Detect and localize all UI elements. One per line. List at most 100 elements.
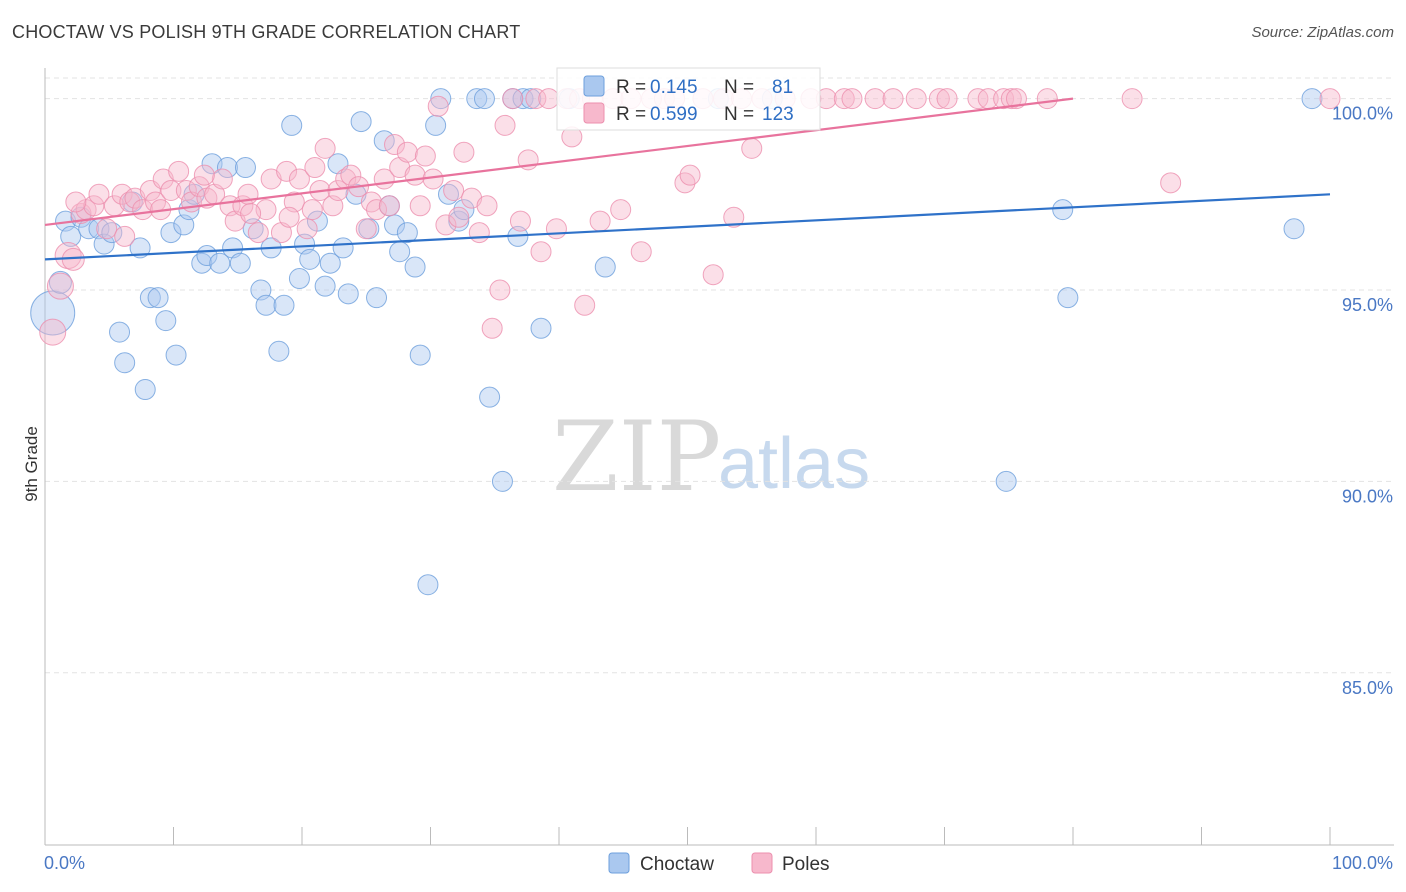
point-poles-91 [702, 264, 724, 286]
stats-box: R = 0.145 N = 81 R = 0.599 N = 123 [556, 67, 821, 131]
point-poles-49 [378, 195, 400, 217]
axes [44, 68, 1394, 846]
point-poles-67 [494, 114, 516, 136]
point-poles-1 [46, 272, 74, 300]
point-choctaw-27 [222, 237, 244, 259]
legend-swatch-poles [751, 852, 773, 874]
point-poles-35 [288, 168, 310, 190]
point-choctaw-25 [209, 252, 231, 274]
point-poles-78 [574, 294, 596, 316]
point-choctaw-15 [147, 287, 169, 309]
point-choctaw-71 [530, 317, 552, 339]
point-poles-110 [1000, 88, 1022, 110]
point-poles-0 [39, 318, 67, 346]
point-poles-24 [211, 168, 233, 190]
point-choctaw-32 [255, 294, 277, 316]
point-poles-122 [304, 157, 326, 179]
point-poles-119 [193, 164, 215, 186]
watermark-zip: ZIP [552, 401, 721, 513]
point-poles-65 [481, 317, 503, 339]
point-choctaw-10 [114, 352, 136, 374]
trend-line-poles [44, 97, 1074, 227]
point-choctaw-77 [1052, 199, 1074, 221]
point-poles-29 [247, 222, 269, 244]
point-poles-84 [630, 241, 652, 263]
point-poles-68 [502, 88, 524, 110]
point-poles-73 [538, 88, 560, 110]
point-choctaw-53 [389, 241, 411, 263]
trend-lines [44, 97, 1331, 261]
point-choctaw-37 [288, 268, 310, 290]
point-poles-117 [114, 225, 136, 247]
point-poles-102 [864, 88, 886, 110]
point-choctaw-70 [520, 88, 542, 110]
point-poles-120 [240, 202, 262, 224]
point-choctaw-49 [366, 287, 388, 309]
point-choctaw-45 [337, 283, 359, 305]
point-choctaw-76 [995, 470, 1017, 492]
point-poles-39 [314, 137, 336, 159]
point-poles-12 [124, 187, 146, 209]
point-poles-45 [355, 218, 377, 240]
point-poles-2 [54, 242, 82, 270]
y-axis-title: 9th Grade [22, 426, 41, 502]
point-poles-37 [301, 199, 323, 221]
stats-r-label-choctaw: R = [616, 77, 646, 98]
point-choctaw-9 [109, 321, 131, 343]
point-choctaw-66 [491, 470, 513, 492]
point-choctaw-47 [350, 111, 372, 133]
point-poles-71 [525, 88, 547, 110]
point-choctaw-0 [30, 290, 76, 336]
watermark-atlas: atlas [718, 424, 870, 504]
point-poles-32 [270, 222, 292, 244]
point-poles-116 [65, 191, 87, 213]
source-label: Source: ZipAtlas.com [1251, 24, 1394, 41]
point-poles-82 [610, 199, 632, 221]
point-poles-59 [443, 179, 465, 201]
point-poles-51 [389, 157, 411, 179]
x-tick-labels: 0.0% 100.0% [44, 853, 1393, 873]
stats-swatch-poles [583, 102, 605, 124]
point-choctaw-65 [479, 386, 501, 408]
point-poles-19 [175, 179, 197, 201]
point-choctaw-78 [1057, 287, 1079, 309]
point-choctaw-28 [229, 252, 251, 274]
point-poles-43 [340, 164, 362, 186]
point-choctaw-26 [216, 157, 238, 179]
stats-r-label-poles: R = [616, 104, 646, 125]
legend-swatch-choctaw [608, 852, 630, 874]
x-tick-label-min: 0.0% [44, 853, 85, 873]
point-poles-112 [1036, 88, 1058, 110]
data-points [30, 88, 1341, 596]
point-poles-26 [224, 210, 246, 232]
point-poles-66 [489, 279, 511, 301]
y-tick-labels: 85.0% 90.0% 95.0% 100.0% [1332, 104, 1393, 698]
point-choctaw-80 [1301, 88, 1323, 110]
point-poles-36 [296, 218, 318, 240]
point-poles-101 [841, 88, 863, 110]
point-choctaw-1 [48, 270, 72, 294]
watermark: ZIP atlas [552, 401, 870, 513]
point-poles-111 [1005, 88, 1027, 110]
point-poles-80 [589, 210, 611, 232]
trend-line-choctaw [44, 193, 1331, 261]
point-poles-52 [396, 141, 418, 163]
point-choctaw-39 [299, 248, 321, 270]
point-poles-17 [160, 179, 182, 201]
point-poles-74 [545, 218, 567, 240]
point-poles-64 [476, 195, 498, 217]
stats-n-label-choctaw: N = [724, 77, 754, 98]
point-poles-109 [993, 88, 1015, 110]
point-choctaw-7 [93, 233, 115, 255]
point-poles-10 [111, 183, 133, 205]
point-poles-61 [453, 141, 475, 163]
point-poles-89 [679, 164, 701, 186]
point-poles-114 [1160, 172, 1182, 194]
legend-label-poles: Poles [782, 854, 830, 875]
stats-swatch-choctaw [583, 75, 605, 97]
point-choctaw-35 [273, 294, 295, 316]
point-poles-47 [366, 199, 388, 221]
point-choctaw-59 [430, 88, 452, 110]
point-choctaw-29 [234, 157, 256, 179]
point-choctaw-3 [60, 225, 82, 247]
